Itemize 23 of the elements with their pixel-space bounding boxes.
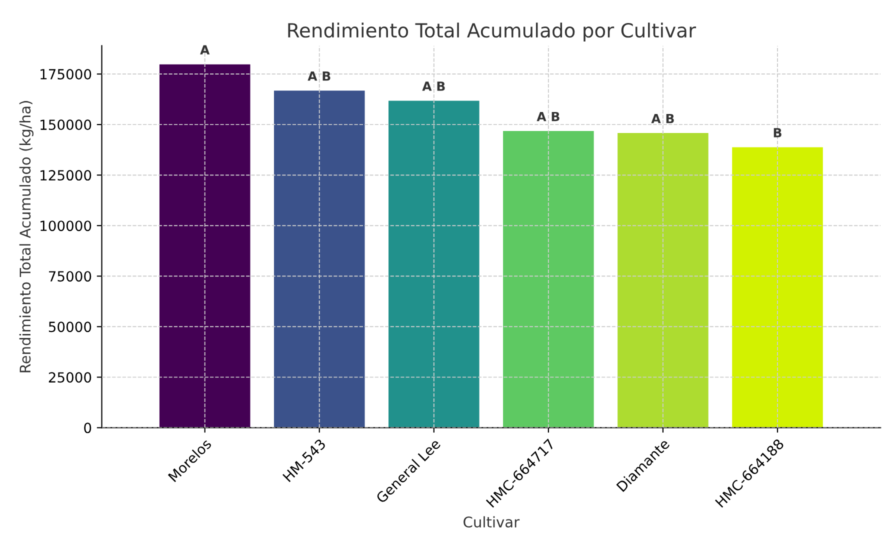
y-tick-label: 100000 <box>40 220 92 232</box>
annotation: A B <box>536 112 560 122</box>
y-tick-label: 0 <box>84 422 92 434</box>
y-axis-title: Rendimiento Total Acumulado (kg/ha) <box>19 101 34 372</box>
annotation: A <box>200 45 210 54</box>
annotation: A B <box>422 82 445 91</box>
y-tick-label: 25000 <box>48 372 92 383</box>
bar <box>731 146 824 428</box>
bar <box>502 130 595 428</box>
annotation: A B <box>308 72 330 81</box>
y-tick-label: 50000 <box>48 322 92 332</box>
annotation: B <box>774 128 782 138</box>
chart-title: Rendimiento Total Acumulado por Cultivar <box>288 22 696 42</box>
bar <box>273 90 366 428</box>
y-tick-label: 75000 <box>49 271 92 282</box>
y-tick-label: 175000 <box>40 68 92 80</box>
bar <box>388 100 480 428</box>
x-axis-title: Cultivar <box>464 516 520 528</box>
bar <box>616 132 710 428</box>
y-tick-label: 150000 <box>40 120 92 130</box>
y-tick-label: 125000 <box>40 170 92 181</box>
annotation: A B <box>651 114 674 124</box>
bar <box>158 64 252 428</box>
